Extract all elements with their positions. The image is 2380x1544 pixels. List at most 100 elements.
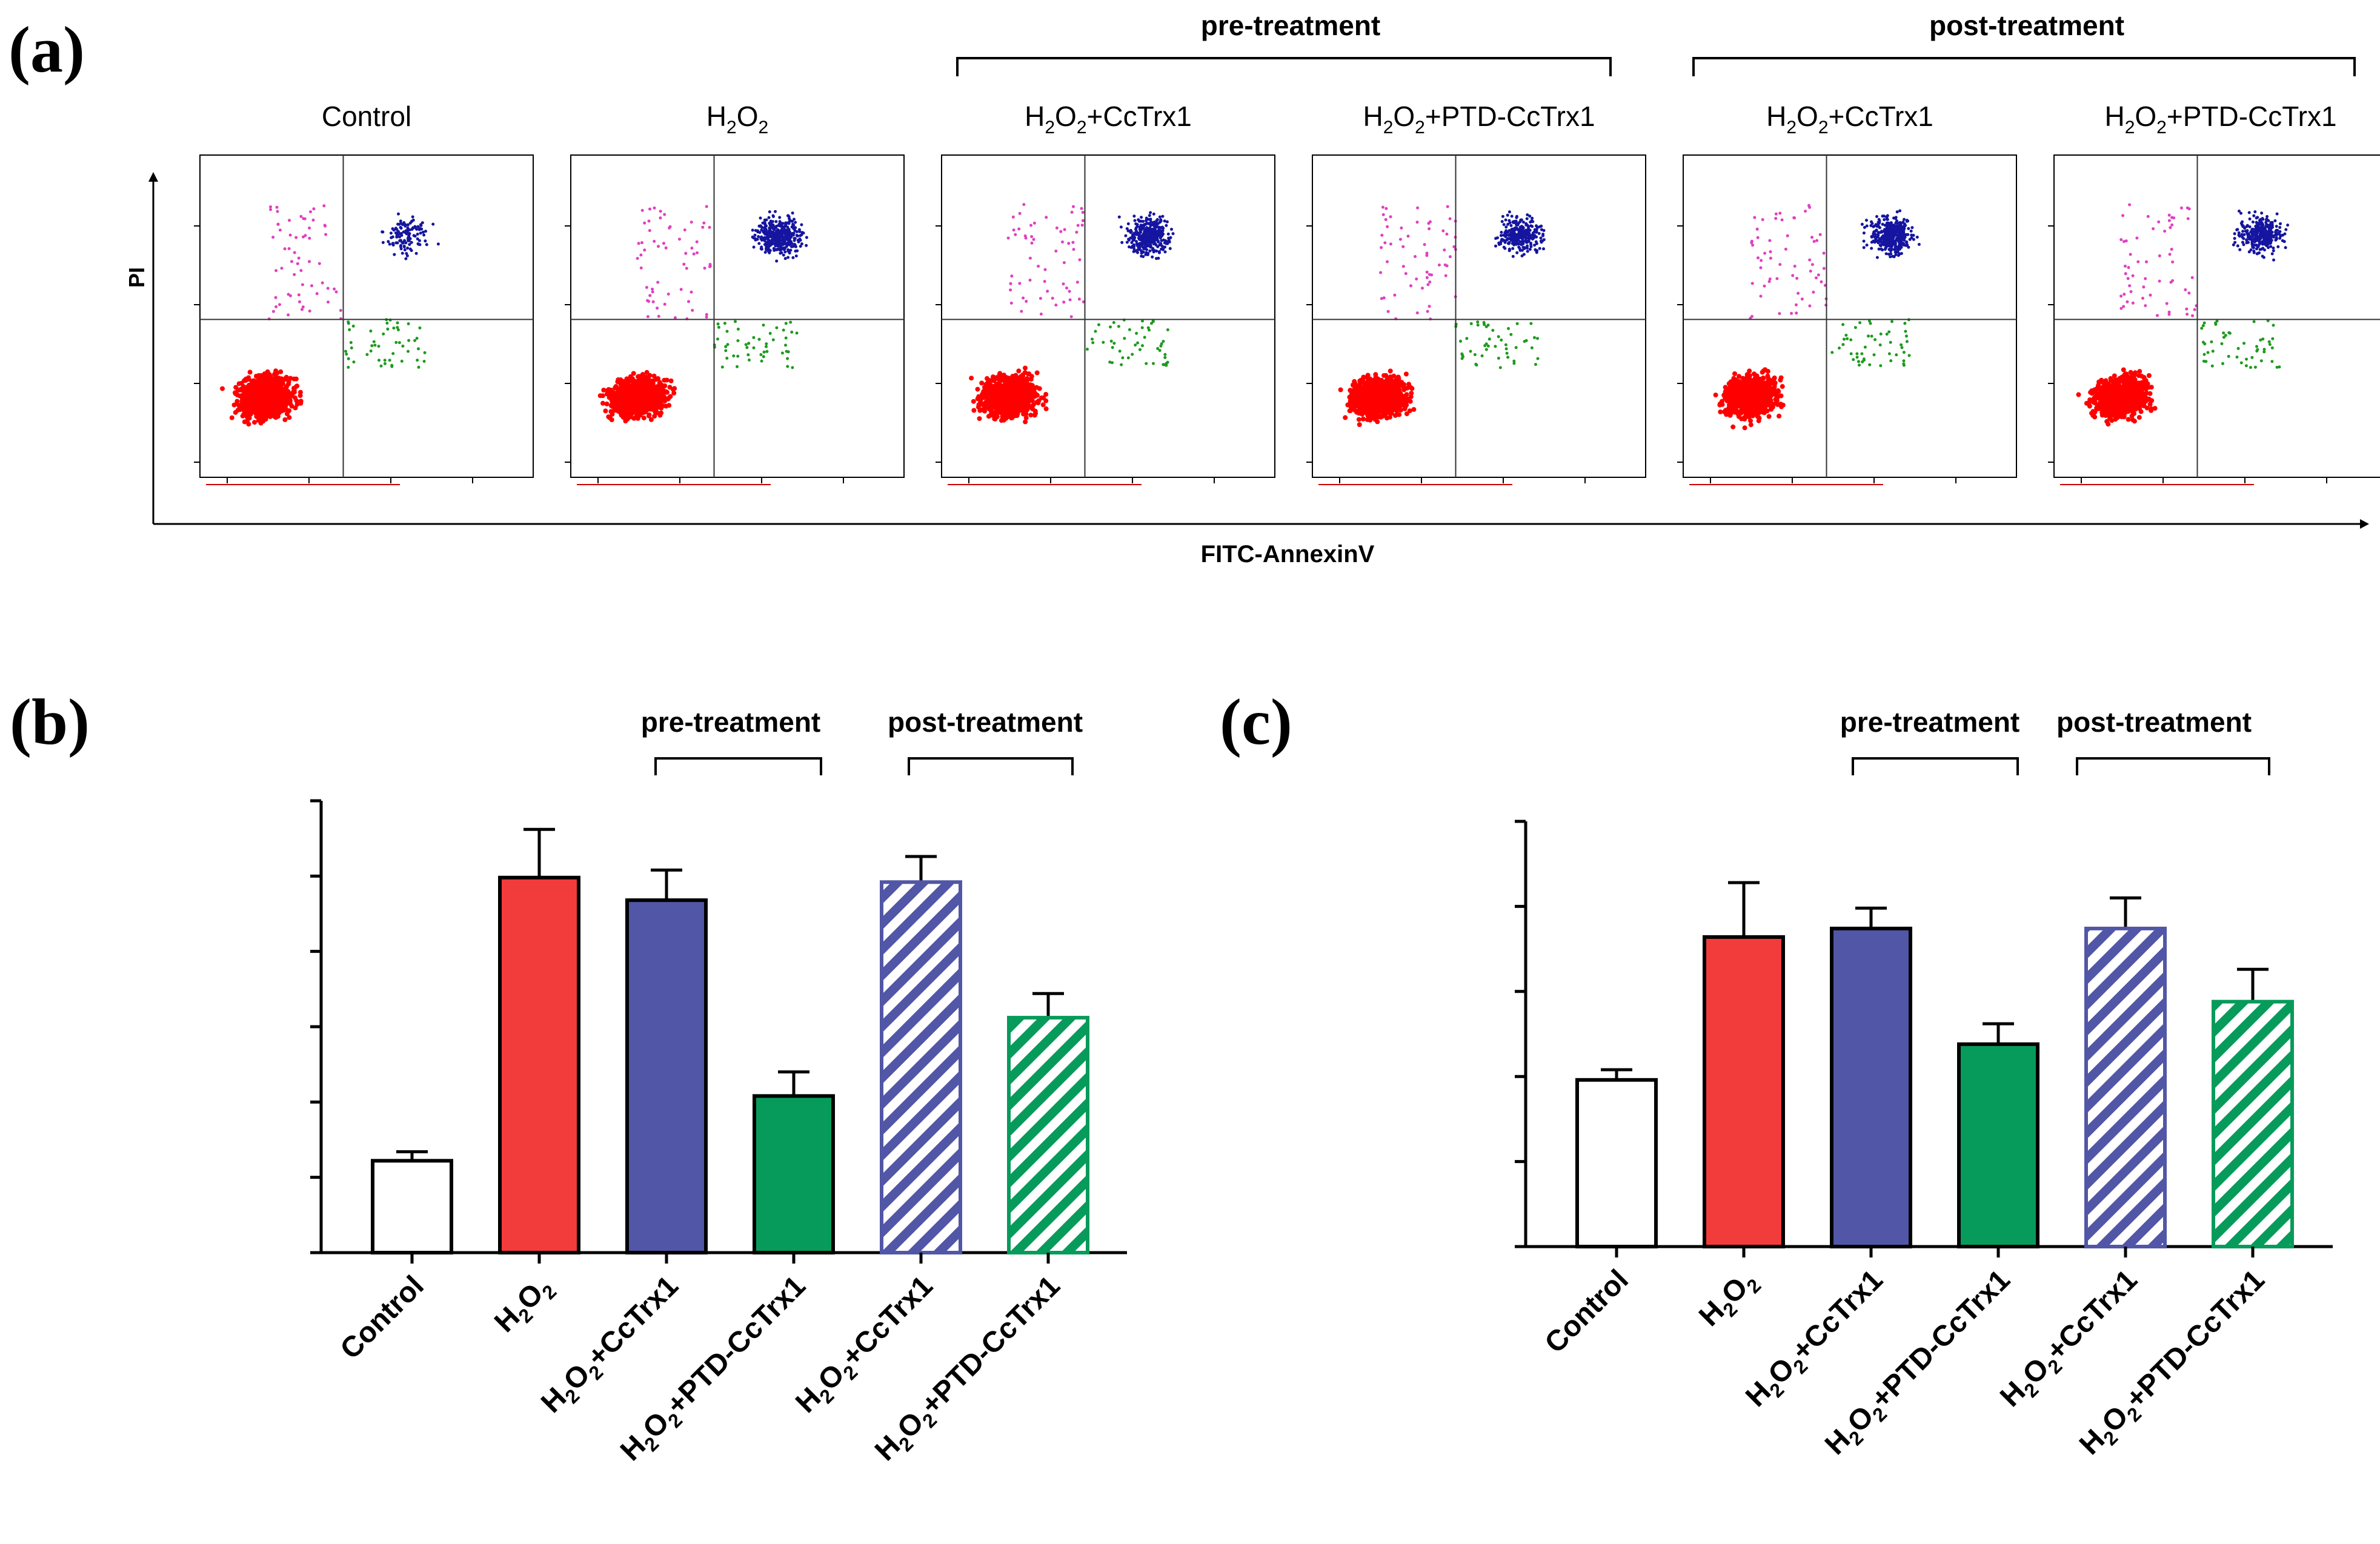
flow-dot-ll [976,402,982,408]
flow-dot-ur [1158,251,1161,254]
flow-dot-ll [1371,397,1377,403]
flow-dot-ll [264,409,269,415]
flow-dot-ul [274,269,278,273]
flow-dot-ur [408,243,411,247]
flow-dot-ul [269,205,272,208]
flow-dot-ll [977,416,982,422]
flow-dot-ll [636,413,641,419]
flow-dot-ur [417,228,421,231]
flow-dot-ll [1360,390,1365,396]
flow-dot-ur [800,242,803,246]
flow-dot-ul [339,309,342,312]
flow-dot-ur [1149,220,1153,224]
flow-dot-ur [1155,219,1158,222]
flow-dot-ul [283,247,287,251]
flow-dot-ur [784,223,788,227]
flow-dot-ur [1148,214,1151,217]
flow-dot-ul [324,233,328,236]
flow-dot-ll [997,393,1002,399]
flow-dot-ll [1029,374,1034,379]
flow-dot-ul [301,308,304,311]
flow-dot-ul [653,206,656,210]
flow-dot-ur [1158,236,1162,240]
flow-dot-ur [1158,215,1162,219]
flow-dot-ul [1062,300,1066,304]
flow-dot-ll [264,383,270,388]
flow-dot-ll [258,381,263,386]
flow-dot-ul [299,269,303,273]
flow-dot-ll [253,383,258,389]
flow-dot-ll [231,402,237,408]
flow-dot-lr [396,328,400,331]
flow-dot-ur [1162,238,1165,242]
flow-dot-ul [1076,224,1080,227]
flow-dot-ll [609,417,614,422]
flow-dot-ll [1020,377,1026,382]
flow-dot-ll [654,406,659,411]
flow-dot-ur [1140,251,1143,255]
flow-dot-ur [393,253,396,256]
flow-dot-ul [701,225,705,229]
flow-dot-ur [1125,227,1129,230]
flow-dot-lr [1146,326,1150,330]
flow-dot-lr [717,325,720,329]
flow-dot-ul [1389,242,1392,246]
flow-dot-ur [765,247,768,250]
flow-dot-lr [736,339,740,342]
flow-dot-lr [348,328,351,331]
flow-dot-ll [236,403,242,408]
flow-dot-ll [644,400,650,406]
flow-dot-ul [1051,296,1054,300]
flow-dot-ll [247,383,253,388]
flow-dot-ur [417,239,421,242]
flow-dot-ur [799,234,802,237]
flow-dot-ll [298,400,304,406]
flow-dot-ll [249,379,254,383]
flow-dot-ll [272,393,278,399]
flow-dot-ll [621,379,627,384]
flow-dot-ul [1445,233,1449,236]
flow-dot-ll [1368,417,1373,423]
flow-dot-ll [600,400,605,406]
flow-plot-title: H2O2+PTD-CcTrx1 [1363,101,1595,138]
flow-dot-ll [1343,415,1348,420]
flow-dot-ul [293,251,296,254]
flow-dot-ul [1437,263,1441,267]
panel-label-a: (a) [8,14,85,86]
flow-dot-ul [647,300,651,303]
flow-dot-ll [240,396,245,402]
flow-dot-ll [1395,374,1401,380]
flow-dot-lr [1121,356,1125,360]
flow-dot-ul [1012,228,1015,232]
flow-dot-ur [766,236,770,240]
flow-dot-ur [790,245,794,248]
flow-dot-ul [1429,220,1432,224]
flow-dot-lr [1151,320,1155,323]
flow-dot-ur [1120,240,1124,244]
flow-dot-ll [997,389,1002,394]
flow-dot-ul [1054,250,1058,253]
flow-dot-ll [613,401,619,406]
flow-dot-ur [1157,225,1161,229]
flow-dot-ll [1363,399,1369,404]
flow-dot-ur [779,245,782,248]
flow-dot-ll [671,390,677,396]
flow-dot-ur [416,225,420,228]
flow-dot-ll [616,377,621,382]
flow-dot-ur [406,223,410,227]
flow-dot-ul [664,246,668,250]
flow-dot-ur [753,233,757,237]
flow-dot-ur [780,231,784,235]
flow-dot-ul [288,219,291,222]
flow-dot-ur [399,245,402,248]
flow-plot-dots [220,204,440,427]
flow-dot-ll [1025,382,1030,387]
flow-dot-ul [1018,282,1022,285]
flow-dot-ul [312,207,316,211]
flow-dot-lr [407,322,410,325]
flow-dot-lr [383,362,387,365]
flow-dot-lr [383,359,387,362]
flow-dot-ll [258,414,263,419]
flow-dot-ur [1161,214,1165,218]
flow-dot-ul [651,300,655,303]
